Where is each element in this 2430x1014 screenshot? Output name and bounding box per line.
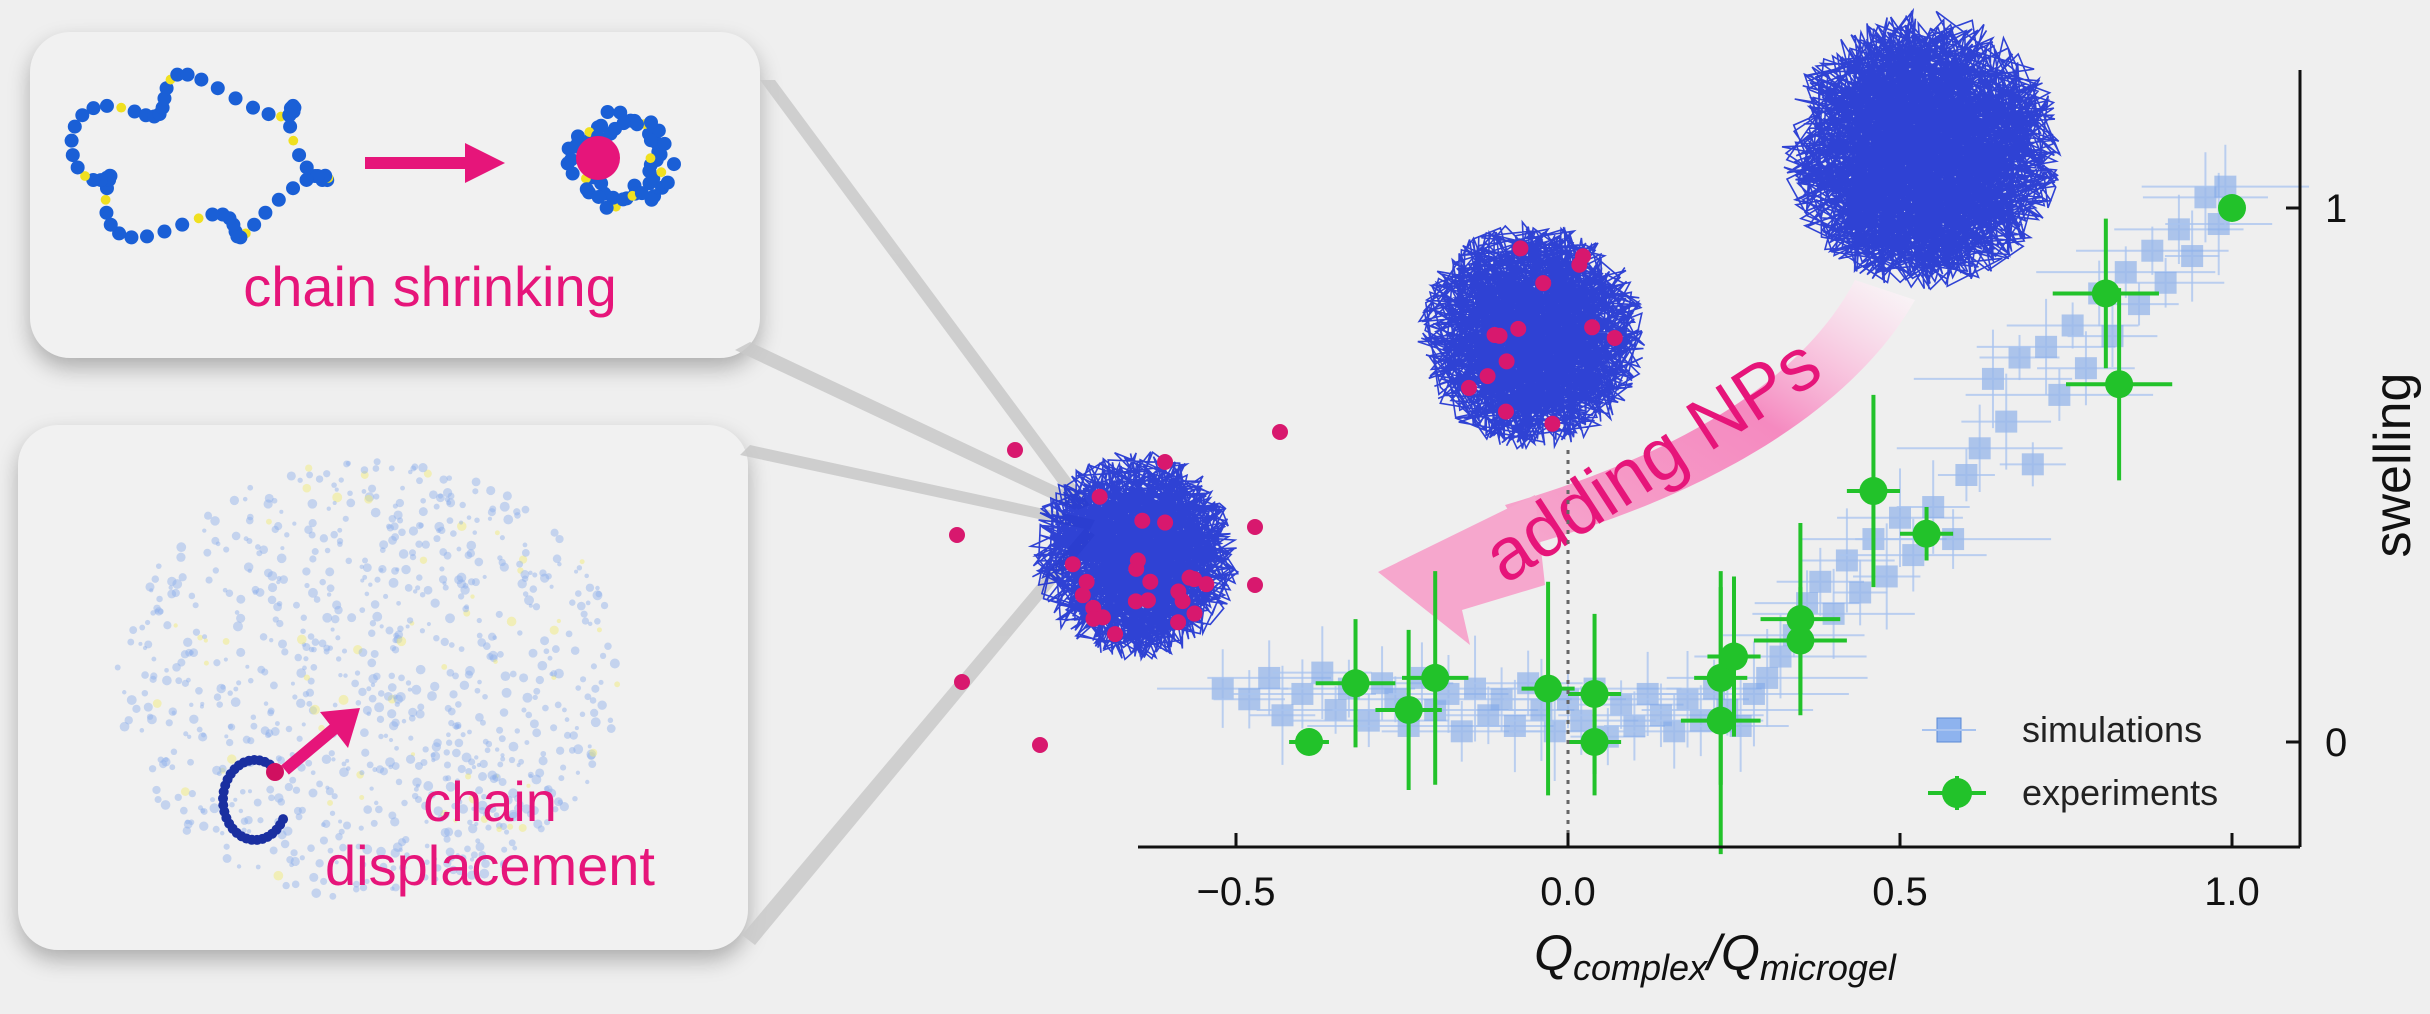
simulation-point (2141, 144, 2310, 229)
simulation-point (1961, 373, 2052, 470)
x-axis-label: Qcomplex/Qmicrogel (1534, 925, 1897, 988)
simulation-point (1999, 442, 2066, 487)
arrow-icon (365, 143, 505, 183)
chain-displacement-line1: chain (423, 770, 557, 833)
microgel-icon (1781, 7, 2062, 291)
simulation-point (2164, 210, 2220, 302)
x-axis-label-sub1: complex (1573, 947, 1709, 988)
polymer-chain-icon (218, 755, 289, 845)
nanoparticle-icon (576, 136, 620, 180)
experiment-point (1900, 507, 1954, 561)
chain-shrinking-label: chain shrinking (243, 255, 617, 318)
x-axis-label-sub2: microgel (1760, 947, 1897, 988)
simulation-point (1853, 523, 1921, 630)
legend-label-simulations: simulations (2022, 709, 2202, 750)
simulation-point (2076, 226, 2229, 275)
connector-lines (735, 80, 1095, 945)
chain-displacement-label: chain displacement (280, 770, 700, 899)
microgel-icon (1417, 219, 1646, 451)
simulation-point (1976, 298, 2116, 395)
experiment-point (2218, 194, 2246, 222)
x-axis-label-sep: /Q (1704, 925, 1760, 981)
experiment-point (1375, 629, 1442, 791)
y-tick-label: 0 (2325, 721, 2347, 765)
x-tick-label: −0.5 (1197, 870, 1276, 914)
simulation-point (2036, 246, 2216, 298)
experiment-point (1568, 688, 1622, 796)
simulation-point (1833, 559, 1888, 626)
microgel-icon (949, 424, 1288, 753)
experiment-point (1694, 571, 1748, 785)
experiment-point (1846, 394, 1900, 588)
arrow-icon (281, 708, 360, 775)
chart-marks (1157, 144, 2310, 855)
experiment-point (1315, 619, 1396, 748)
simulation-point (1937, 448, 1995, 502)
x-tick-label: 0.5 (1872, 870, 1928, 914)
chain-displacement-panel (18, 425, 748, 950)
simulation-point (2142, 152, 2268, 243)
experiment-point (1707, 576, 1761, 737)
y-axis-label: swelling (2364, 373, 2422, 558)
x-tick-label: 0.0 (1540, 870, 1596, 914)
simulation-point (2106, 257, 2225, 308)
simulation-point (1896, 404, 2063, 493)
experiment-point (1760, 523, 1841, 716)
experiment-point (1402, 571, 1469, 785)
x-tick-label: 1.0 (2204, 870, 2260, 914)
experiment-point (2066, 288, 2173, 481)
y-tick-label: 1 (2325, 187, 2347, 231)
chain-displacement-line2: displacement (325, 834, 655, 898)
polymer-chain-icon (64, 67, 335, 245)
microgel-icon (114, 458, 621, 900)
legend-label-experiments: experiments (2022, 772, 2218, 813)
chart-ticks: −0.5 0.0 0.5 1.0 0 1 (1197, 187, 2348, 914)
chart-axes (1138, 70, 2302, 849)
nanoparticle-icon (266, 763, 284, 781)
experiment-point (2052, 218, 2159, 369)
experiment-point (1289, 728, 1329, 756)
experiment-point (1521, 581, 1575, 796)
legend: simulations experiments (1922, 709, 2218, 813)
x-axis-label-q: Q (1534, 925, 1573, 981)
